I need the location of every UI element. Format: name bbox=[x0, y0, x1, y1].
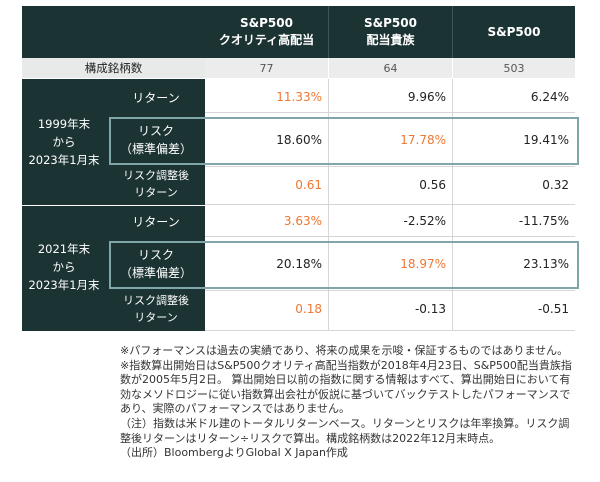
p2-return-aristocrats: -2.52% bbox=[403, 214, 446, 228]
period1-label: 1999年末 から 2023年1月末 bbox=[28, 117, 100, 167]
note-line: あり、実際のパフォーマンスではありません。 bbox=[120, 402, 351, 416]
p2-adjusted-quality: 0.18 bbox=[295, 302, 322, 316]
constituents-quality: 77 bbox=[205, 58, 328, 78]
note-line: ※指数算出開始日はS&P500クオリティ高配当指数が2018年4月23日、S&P… bbox=[120, 358, 572, 372]
period2-return-label: リターン bbox=[132, 214, 180, 229]
header-aristocrats-line1: S&P500 bbox=[364, 16, 417, 30]
p1-risk-quality: 18.60% bbox=[276, 133, 322, 147]
constituents-sp500: 503 bbox=[453, 58, 575, 78]
p2-adjusted-sp500: -0.51 bbox=[537, 302, 569, 316]
header-quality-line1: S&P500 bbox=[240, 16, 293, 30]
p2-risk-sp500: 23.13% bbox=[523, 257, 569, 271]
p1-adjusted-quality: 0.61 bbox=[295, 178, 322, 192]
header-quality-dividend: S&P500 クオリティ高配当 bbox=[205, 6, 328, 58]
period1-risk-label: リスク （標準偏差） bbox=[119, 124, 192, 156]
constituents-label: 構成銘柄数 bbox=[22, 58, 205, 78]
note-line: 効なメソドロジーに従い指数算出会社が仮説に基づいてバックテストしたパフォーマンス… bbox=[120, 387, 571, 401]
header-quality-line2: クオリティ高配当 bbox=[218, 33, 315, 47]
footnotes: ※パフォーマンスは過去の実績であり、将来の成果を示唆・保証するものではありません… bbox=[120, 344, 596, 461]
p1-risk-sp500: 19.41% bbox=[523, 133, 569, 147]
p2-risk-aristocrats: 18.97% bbox=[400, 257, 446, 271]
p2-return-quality: 3.63% bbox=[283, 214, 322, 228]
note-line: 整後リターンはリターン÷リスクで算出。構成銘柄数は2022年12月末時点。 bbox=[120, 431, 501, 445]
p2-return-sp500: -11.75% bbox=[518, 214, 569, 228]
header-sp500: S&P500 bbox=[453, 6, 575, 58]
header-dividend-aristocrats: S&P500 配当貴族 bbox=[329, 6, 452, 58]
header-sp500-line1: S&P500 bbox=[487, 24, 541, 39]
note-line: ※パフォーマンスは過去の実績であり、将来の成果を示唆・保証するものではありません… bbox=[120, 344, 569, 357]
note-line: 数が2005年5月2日。 算出開始日以前の指数に関する情報はすべて、算出開始日に… bbox=[120, 373, 571, 387]
constituents-aristocrats: 64 bbox=[329, 58, 452, 78]
p1-return-sp500: 6.24% bbox=[530, 90, 569, 104]
p1-return-aristocrats: 9.96% bbox=[407, 90, 446, 104]
note-line: （出所）BloombergよりGlobal X Japan作成 bbox=[120, 446, 348, 460]
table-header-blank bbox=[22, 6, 205, 58]
risk-highlight-box-period2 bbox=[109, 241, 579, 289]
period2-adjusted-label: リスク調整後 リターン bbox=[123, 294, 189, 324]
p1-adjusted-aristocrats: 0.56 bbox=[419, 178, 446, 192]
period2-risk-label: リスク （標準偏差） bbox=[119, 248, 192, 280]
period2-label: 2021年末 から 2023年1月末 bbox=[28, 242, 100, 292]
header-aristocrats-line2: 配当貴族 bbox=[366, 33, 415, 47]
p1-return-quality: 11.33% bbox=[276, 90, 322, 104]
p1-adjusted-sp500: 0.32 bbox=[542, 178, 569, 192]
period1-return-label: リターン bbox=[132, 90, 180, 105]
period1-adjusted-label: リスク調整後 リターン bbox=[123, 169, 189, 199]
note-line: （注）指数は米ドル建のトータルリターンベース。リターンとリスクは年率換算。リスク… bbox=[120, 416, 570, 430]
p1-risk-aristocrats: 17.78% bbox=[400, 133, 446, 147]
p2-risk-quality: 20.18% bbox=[276, 257, 322, 271]
p2-adjusted-aristocrats: -0.13 bbox=[414, 302, 446, 316]
risk-highlight-box-period1 bbox=[109, 117, 579, 165]
